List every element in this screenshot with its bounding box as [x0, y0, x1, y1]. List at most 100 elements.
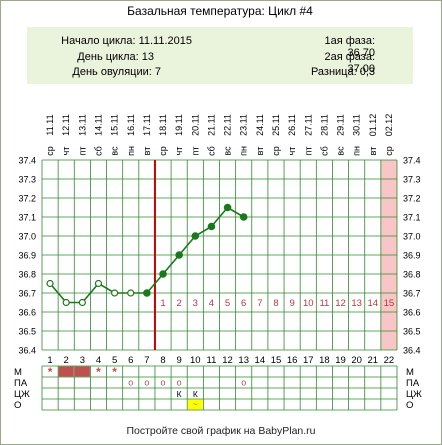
day-number: 8 [160, 355, 165, 366]
y-tick-left: 36.4 [18, 346, 36, 356]
temperature-point [175, 251, 183, 259]
weekday-label: вс [336, 146, 346, 156]
phase-number: 2 [177, 298, 182, 309]
temperature-point [111, 289, 119, 297]
weekday-label: сб [93, 146, 103, 156]
date-label: 22.11 [223, 114, 233, 136]
day-number: 16 [287, 355, 298, 366]
o-yellow-cell [187, 399, 203, 410]
day-number: 21 [368, 355, 379, 366]
date-label: 17.11 [142, 114, 152, 136]
weekday-label: вт [142, 147, 152, 156]
footer-link[interactable]: Постройте свой график на BabyPlan.ru [126, 425, 316, 437]
date-label: 26.11 [287, 114, 297, 136]
day-number: 7 [144, 355, 149, 366]
o-mark: ~ [193, 400, 198, 409]
temperature-point [127, 289, 135, 297]
phase-number: 15 [384, 298, 395, 309]
day-number: 12 [222, 355, 233, 366]
y-tick-left: 36.6 [18, 308, 36, 318]
weekday-label: ср [158, 146, 168, 156]
y-tick-right: 37.4 [403, 156, 421, 166]
row-label-right: ПА [406, 378, 420, 389]
y-tick-right: 37.3 [403, 175, 421, 185]
weekday-label: вс [110, 146, 120, 156]
row-label-left: ПА [14, 378, 28, 389]
row-label-left: ЦЖ [14, 389, 30, 400]
date-label: 21.11 [206, 114, 216, 136]
day-number: 10 [190, 355, 201, 366]
temperature-point [207, 222, 216, 231]
phase-number: 7 [257, 298, 262, 309]
y-tick-right: 36.8 [403, 270, 421, 280]
y-tick-left: 37.3 [18, 175, 36, 185]
day-number: 20 [351, 355, 362, 366]
weekday-label: сб [206, 146, 216, 156]
date-label: 28.11 [319, 114, 329, 136]
weekday-label: вт [368, 147, 378, 156]
menstruation-cell [74, 366, 90, 377]
weekday-label: чт [287, 147, 297, 156]
pa-circle: o [144, 378, 149, 388]
date-label: 27.11 [303, 114, 313, 136]
phase2-text: 2ая фаза: 37.00 [324, 51, 375, 75]
date-label: 20.11 [190, 114, 200, 136]
y-tick-right: 36.5 [403, 327, 421, 337]
phase-number: 11 [319, 298, 329, 309]
phase-number: 14 [368, 298, 379, 309]
weekday-label: ср [45, 146, 55, 156]
date-label: 30.11 [352, 114, 362, 136]
weekday-label: чт [61, 147, 71, 156]
row-label-left: О [14, 400, 21, 411]
date-label: 24.11 [255, 114, 265, 136]
date-label: 15.11 [110, 114, 120, 136]
y-tick-left: 36.9 [18, 251, 36, 261]
y-tick-right: 36.7 [403, 289, 421, 299]
y-tick-right: 37.2 [403, 194, 421, 204]
phase1-text: 1ая фаза: 36.70 [324, 35, 375, 59]
temperature-point [143, 289, 151, 297]
y-tick-left: 37.0 [18, 232, 36, 242]
temperature-point [78, 298, 86, 307]
y-tick-right: 36.4 [403, 346, 421, 356]
y-tick-right: 37.1 [403, 213, 421, 223]
menstruation-star: * [48, 365, 53, 379]
phase-number: 13 [351, 298, 362, 309]
weekday-label: сб [319, 146, 329, 156]
pa-circle: o [161, 378, 166, 388]
date-label: 11.11 [45, 114, 55, 135]
day-number: 6 [128, 355, 133, 366]
day-number: 14 [255, 355, 266, 366]
day-number: 5 [112, 355, 117, 366]
cycle-info-panel: Начало цикла: 11.11.2015 День цикла: 13 … [27, 27, 413, 84]
day-number: 22 [384, 355, 395, 366]
y-tick-left: 36.7 [18, 289, 36, 299]
cycle-start-text: Начало цикла: 11.11.2015 [61, 35, 192, 47]
weekday-label: вс [223, 146, 233, 156]
menstruation-star: * [96, 365, 101, 379]
day-number: 11 [206, 355, 216, 366]
day-number: 1 [47, 355, 52, 366]
weekday-label: пн [126, 146, 136, 156]
temperature-point [159, 270, 167, 278]
weekday-label: чт [174, 147, 184, 156]
difference-text: Разница: 0,3 [310, 66, 375, 78]
phase-number: 6 [241, 298, 246, 309]
czh-mark: К [177, 389, 182, 399]
y-tick-left: 37.2 [18, 194, 36, 204]
date-label: 23.11 [239, 114, 249, 136]
pa-circle: o [177, 378, 182, 388]
weekday-label: пт [77, 147, 87, 156]
date-label: 25.11 [271, 114, 281, 136]
date-label: 16.11 [126, 114, 136, 136]
temperature-point [94, 279, 103, 288]
day-number: 2 [64, 355, 69, 366]
y-tick-left: 36.5 [18, 327, 36, 337]
day-number: 17 [303, 355, 314, 366]
bbt-chart: 11.11 ср 12.11 чт 13.11 пт 14.11 сб 15.11 вс 16.11… [14, 114, 422, 411]
weekday-label: пн [239, 146, 249, 156]
row-label-right: ЦЖ [406, 389, 422, 400]
phase-number: 8 [273, 298, 278, 309]
day-number: 18 [319, 355, 330, 366]
menstruation-star: * [112, 365, 117, 379]
